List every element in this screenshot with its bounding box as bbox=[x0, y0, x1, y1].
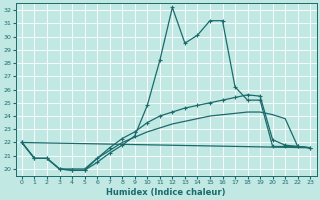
X-axis label: Humidex (Indice chaleur): Humidex (Indice chaleur) bbox=[106, 188, 226, 197]
